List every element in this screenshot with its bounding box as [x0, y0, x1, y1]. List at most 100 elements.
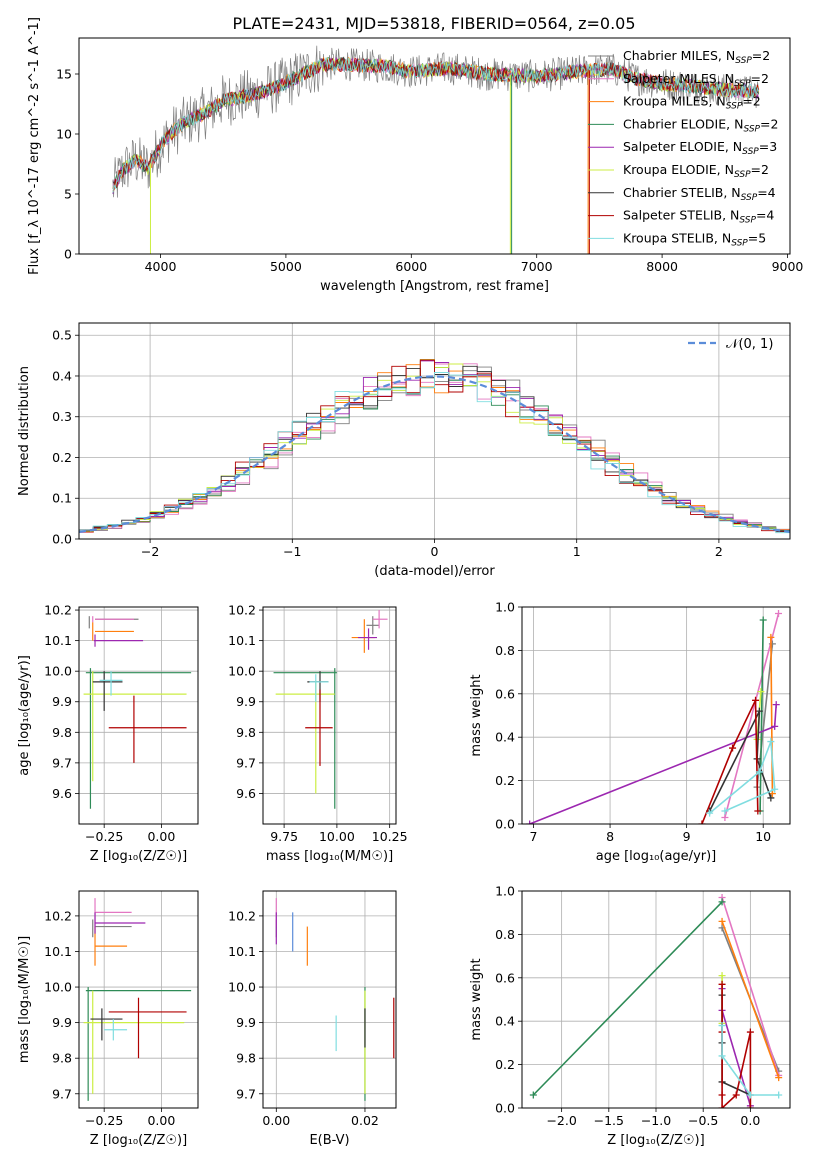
axes-frame [78, 322, 791, 540]
panel-mass_vs_EBV: 0.00 0.02 9.7 9.8 9.9 10.0 10.1 10.2 E(B-V) [228, 890, 397, 1148]
errorbar-point [90, 1008, 123, 1041]
y-tick-label: 9.6 [236, 786, 256, 801]
x-axis-label: Z [log₁₀(Z/Z☉)] [90, 1133, 187, 1148]
plot-area [526, 610, 783, 824]
plot-area [83, 616, 192, 809]
y-tick-label: 9.9 [52, 1015, 72, 1030]
x-tick-label: 4000 [145, 259, 177, 274]
y-tick-label: 9.9 [52, 694, 72, 709]
y-tick-label: 0.8 [495, 927, 515, 942]
y-tick-label: 9.7 [52, 755, 72, 770]
panel-residuals: −2 −1 0 1 2 0.0 0.1 0.2 0.3 0.4 0.5 (data-model)/er… [17, 322, 791, 579]
y-tick-label: 10.1 [44, 633, 72, 648]
x-tick-label: 10.00 [319, 829, 355, 844]
y-tick-label: 0.4 [52, 368, 72, 383]
residual-histogram [79, 367, 790, 533]
errorbar-point [88, 616, 139, 629]
y-tick-label: 9.6 [52, 786, 72, 801]
errorbar-point [85, 987, 192, 1101]
weight-marker [755, 707, 763, 715]
x-axis-label: wavelength [Angstrom, rest frame] [320, 279, 549, 294]
y-tick-label: 10 [56, 127, 72, 142]
x-tick-label: −0.25 [85, 1113, 123, 1128]
panel-age_vs_mass: 9.75 10.00 10.25 9.6 9.7 9.8 9.9 10.0 10.1 10.2 ma… [228, 603, 407, 864]
weight-marker [771, 722, 779, 730]
y-tick-label: 9.7 [52, 1086, 72, 1101]
y-tick-label: 10.1 [44, 944, 72, 959]
y-axis-label: mass weight [469, 958, 484, 1040]
weight-marker [771, 785, 779, 793]
y-tick-label: 10.1 [228, 944, 256, 959]
y-tick-label: 10.2 [44, 908, 72, 923]
x-tick-label: 0 [431, 544, 439, 559]
spectrum-model-line [112, 57, 760, 193]
spectrum-legend: Chabrier MILES, NSSP=2 Salpeter MILES, NS… [588, 48, 778, 248]
weight-series-line [721, 995, 751, 1096]
weight-series-line [724, 613, 780, 818]
legend-label: 𝒩(0, 1) [726, 337, 773, 352]
weight-series-line [701, 699, 759, 824]
residual-histogram [79, 359, 790, 534]
x-axis-label: mass [log₁₀(M/M☉)] [266, 849, 393, 864]
weight-marker [721, 807, 729, 815]
weight-marker [718, 1052, 726, 1060]
axes-frame [78, 37, 791, 255]
errorbar-point [273, 668, 337, 809]
weight-marker [767, 794, 775, 802]
x-tick-label: 0.00 [262, 1113, 290, 1128]
legend-label: Salpeter STELIB, NSSP=4 [623, 208, 774, 226]
weight-series-line [759, 619, 764, 812]
y-axis-label: Flux [f_λ 10^-17 erg cm^-2 s^-1 A^-1] [27, 17, 42, 275]
y-tick-label: 0.6 [495, 970, 515, 985]
weight-marker [757, 688, 765, 696]
weight-series-line [756, 643, 774, 788]
x-tick-label: 2 [715, 544, 723, 559]
y-tick-label: 0.2 [495, 773, 515, 788]
errorbar-point [83, 990, 185, 1094]
y-tick-label: 10.2 [228, 603, 256, 618]
errorbar-point [94, 898, 132, 927]
y-tick-label: 5 [64, 187, 72, 202]
x-tick-label: −1 [283, 544, 301, 559]
weight-marker [729, 744, 737, 752]
x-axis-label: E(B-V) [309, 1133, 349, 1148]
y-tick-label: 0.3 [52, 409, 72, 424]
weight-marker [718, 917, 726, 925]
weight-marker [732, 1091, 740, 1099]
legend-label: Chabrier ELODIE, NSSP=2 [623, 116, 778, 134]
y-tick-label: 10.2 [228, 908, 256, 923]
y-tick-label: 0.6 [495, 686, 515, 701]
x-axis-label: Z [log₁₀(Z/Z☉)] [607, 1133, 704, 1148]
weight-marker [718, 1022, 726, 1030]
weight-marker [752, 696, 760, 704]
x-tick-label: 1 [573, 544, 581, 559]
plot-area [529, 894, 783, 1108]
legend-label: Kroupa ELODIE, NSSP=2 [623, 162, 769, 180]
y-tick-label: 0.5 [52, 328, 72, 343]
x-tick-label: 9 [683, 829, 691, 844]
y-tick-label: 0.2 [52, 450, 72, 465]
weight-marker [718, 1104, 726, 1108]
y-tick-label: 9.8 [236, 725, 256, 740]
errorbar-point [275, 680, 335, 794]
y-tick-label: 9.9 [236, 694, 256, 709]
x-tick-label: 0.00 [147, 829, 175, 844]
x-tick-label: 0.02 [351, 1113, 379, 1128]
y-tick-label: 10.0 [228, 980, 256, 995]
errorbar-point [92, 671, 123, 711]
weight-marker [767, 633, 775, 641]
x-tick-label: 7000 [521, 259, 553, 274]
axes-frame [521, 890, 791, 1109]
residual-histogram [79, 364, 790, 533]
legend-label: Chabrier MILES, NSSP=2 [623, 48, 770, 66]
panel-weight_vs_Z: −2.0 −1.5 −1.0 −0.5 0.0 0.0 0.2 0.4 0.6 0.8 1.0 Z [… [469, 884, 791, 1148]
weight-marker [754, 807, 762, 815]
y-tick-label: 9.8 [236, 1051, 256, 1066]
weight-series-line [708, 710, 772, 812]
errorbar-point [92, 616, 134, 623]
legend-label: Salpeter ELODIE, NSSP=3 [623, 139, 777, 157]
residual-histogram [79, 363, 790, 533]
weight-marker [767, 738, 775, 746]
axes-frame [78, 890, 199, 1109]
